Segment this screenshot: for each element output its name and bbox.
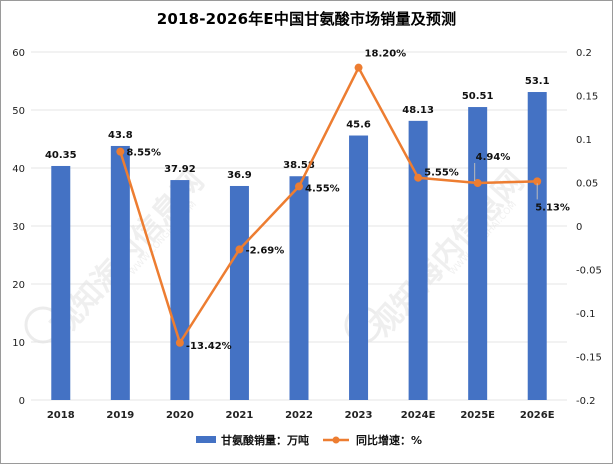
y-right-tick: 0.1: [576, 135, 592, 146]
y-right-tick: 0.2: [576, 48, 592, 59]
line-point: [414, 173, 423, 182]
x-tick: 2023: [345, 410, 373, 421]
line-point: [533, 177, 542, 186]
x-tick: 2020: [166, 410, 194, 421]
line-label: 4.55%: [305, 183, 340, 194]
bar-label: 48.13: [402, 105, 434, 116]
x-tick: 2021: [226, 410, 254, 421]
legend-line-marker: [332, 436, 340, 444]
bar-label: 50.51: [462, 91, 494, 102]
bar-series: [51, 92, 547, 401]
line-label: 5.13%: [535, 202, 570, 213]
bar-label: 40.35: [45, 150, 77, 161]
bar: [170, 180, 190, 400]
legend-bar-swatch: [196, 436, 216, 443]
bar: [527, 92, 547, 401]
line-label: -13.42%: [186, 341, 232, 352]
y-left-tick: 40: [12, 164, 25, 175]
y-left-tick: 60: [12, 48, 25, 59]
bar: [349, 135, 369, 400]
x-tick: 2018: [47, 410, 75, 421]
line-point: [354, 63, 363, 72]
bar-label: 43.8: [108, 130, 133, 141]
x-tick: 2024E: [401, 410, 436, 421]
y-axis-left: 0 10 20 30 40 50 60: [12, 48, 25, 407]
line-label: 5.55%: [424, 168, 459, 179]
x-tick: 2022: [285, 410, 313, 421]
y-right-tick: -0.2: [576, 396, 596, 407]
bar: [51, 165, 71, 400]
legend-line-label: 同比增速：%: [356, 433, 422, 447]
bar: [229, 185, 249, 400]
line-label: 4.94%: [476, 152, 511, 163]
line-label: 8.55%: [126, 148, 161, 159]
x-tick: 2019: [106, 410, 134, 421]
line-path: [119, 66, 538, 345]
bar-label: 38.58: [283, 160, 315, 171]
y-left-tick: 10: [12, 338, 25, 349]
line-series: [116, 63, 542, 347]
chart-title: 2018-2026年E中国甘氨酸市场销量及预测: [156, 10, 457, 28]
line-point: [116, 147, 125, 156]
line-label: -2.69%: [245, 245, 284, 256]
y-right-tick: 0: [576, 222, 582, 233]
y-right-tick: 0.15: [576, 92, 598, 103]
bar-data-labels: 40.35 43.8 37.92 36.9 38.58 45.6 48.13 50.51 53.…: [45, 76, 550, 181]
legend: 甘氨酸销量：万吨 同比增速：%: [196, 433, 422, 447]
bar-label: 53.1: [525, 76, 550, 87]
y-right-tick: -0.15: [576, 353, 602, 364]
bar-label: 37.92: [164, 164, 196, 175]
line-point: [473, 179, 482, 188]
line-point: [235, 245, 244, 254]
bar-label: 36.9: [227, 170, 252, 181]
y-left-tick: 50: [12, 106, 25, 117]
line-point: [175, 338, 184, 347]
x-tick: 2025E: [460, 410, 495, 421]
y-left-tick: 0: [19, 396, 25, 407]
y-right-tick: -0.1: [576, 309, 596, 320]
line-point: [295, 182, 303, 191]
line-data-labels: 8.55% -13.42% -2.69% 4.55% 18.20% 5.55% 4.94% 5…: [126, 49, 570, 352]
x-tick: 2026E: [520, 410, 555, 421]
bar: [408, 120, 428, 400]
legend-bar-label: 甘氨酸销量：万吨: [221, 433, 309, 447]
y-right-tick: 0.05: [576, 179, 598, 190]
watermark-text: 观知海内信息网: [365, 164, 532, 343]
y-axis-right: -0.2 -0.15 -0.1 -0.05 0 0.05 0.1 0.15 0.2: [576, 48, 602, 407]
y-left-tick: 20: [12, 280, 25, 291]
line-label: 18.20%: [365, 49, 407, 60]
x-axis: 2018 2019 2020 2021 2022 2023 2024E 2025E 2026E: [47, 410, 555, 421]
bar: [110, 145, 130, 400]
bar-label: 45.6: [346, 120, 371, 131]
bar: [468, 107, 488, 401]
bar: [289, 176, 309, 400]
y-right-tick: -0.05: [576, 266, 602, 277]
y-left-tick: 30: [12, 222, 25, 233]
